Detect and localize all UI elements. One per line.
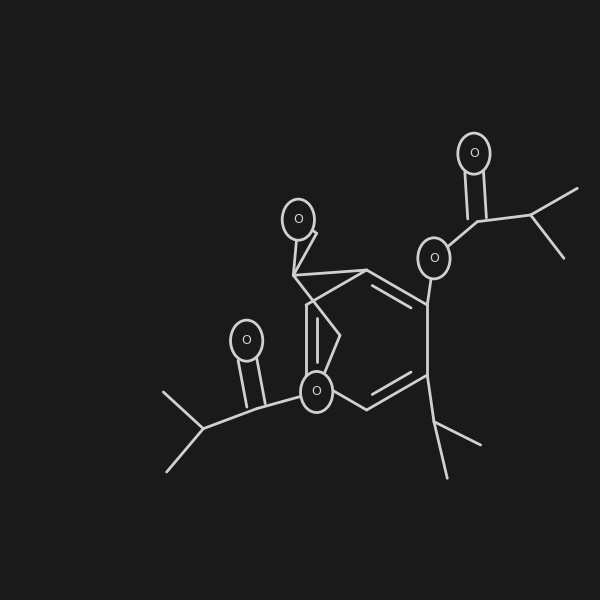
Text: O: O xyxy=(469,147,479,160)
Ellipse shape xyxy=(418,238,450,279)
Text: O: O xyxy=(242,334,251,347)
Ellipse shape xyxy=(230,320,263,361)
Text: O: O xyxy=(293,213,303,226)
Ellipse shape xyxy=(301,371,333,413)
Text: O: O xyxy=(429,252,439,265)
Ellipse shape xyxy=(282,199,314,240)
Text: O: O xyxy=(312,385,322,398)
Ellipse shape xyxy=(458,133,490,174)
